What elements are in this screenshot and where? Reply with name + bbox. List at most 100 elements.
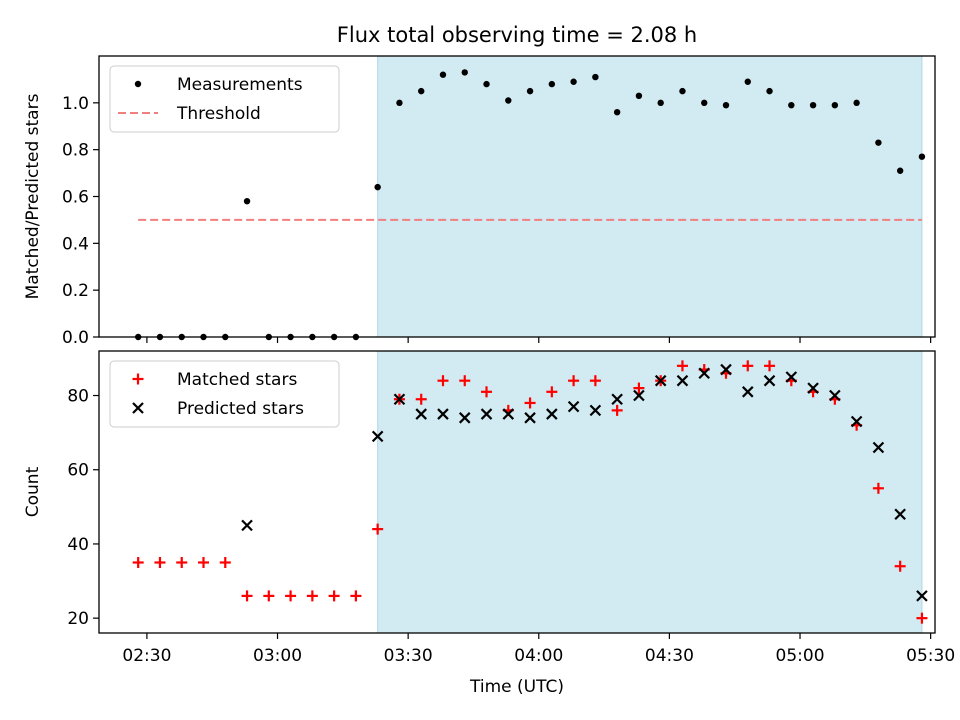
predicted-star-marker-b xyxy=(720,363,732,376)
predicted-star-marker xyxy=(850,415,863,428)
count-panel-frame xyxy=(98,350,936,634)
predicted-star-marker-b xyxy=(654,374,667,387)
count-legend: Matched stars Predicted stars xyxy=(109,360,340,428)
predicted-star-marker-b xyxy=(850,415,863,428)
predicted-star-marker xyxy=(611,393,623,406)
measurement-point xyxy=(613,109,621,116)
matched-star-marker xyxy=(633,382,645,394)
predicted-star-marker-b xyxy=(633,389,645,402)
predicted-star-marker xyxy=(241,519,253,532)
observing-interval-shade xyxy=(377,350,923,634)
count-y-axis-label: Count xyxy=(23,466,43,517)
matched-star-marker xyxy=(524,397,536,409)
matched-star-marker xyxy=(764,360,776,372)
predicted-star-marker-b xyxy=(502,408,515,420)
matched-star-marker xyxy=(176,557,188,568)
matched-star-marker xyxy=(241,590,253,602)
predicted-star-marker-b xyxy=(480,408,493,420)
x-tick-label: 04:00 xyxy=(514,646,563,666)
x-axis-label: Time (UTC) xyxy=(469,677,564,697)
predicted-star-marker xyxy=(763,374,776,387)
matched-star-marker xyxy=(198,557,209,568)
y-tick-label: 0.2 xyxy=(62,281,89,301)
predicted-star-marker xyxy=(567,400,580,413)
measurement-point xyxy=(766,87,773,95)
x-tick-label: 05:00 xyxy=(776,646,825,666)
predicted-star-marker xyxy=(872,441,885,454)
matched-star-marker xyxy=(459,375,471,387)
predicted-star-marker xyxy=(371,430,384,443)
matched-star-marker xyxy=(306,590,318,602)
ratio-panel: 0.0 0.2 0.4 0.6 0.8 1.0 Matched/Predicted sta… xyxy=(23,55,936,348)
x-tick-label: 04:30 xyxy=(645,646,694,666)
x-tick-label: 03:00 xyxy=(253,646,302,666)
predicted-star-marker-b xyxy=(393,393,406,406)
measurement-point xyxy=(918,153,926,160)
predicted-star-marker-b xyxy=(807,382,819,394)
predicted-star-marker-b xyxy=(676,374,689,387)
predicted-star-marker xyxy=(589,404,602,417)
legend-label: Matched stars xyxy=(177,370,297,390)
measurement-point xyxy=(809,101,817,109)
matched-star-marker xyxy=(546,386,558,398)
matched-star-marker xyxy=(372,523,384,535)
predicted-star-marker-b xyxy=(916,590,928,602)
measurement-point xyxy=(570,78,577,85)
predicted-star-marker xyxy=(524,412,536,424)
predicted-star-marker xyxy=(698,367,711,380)
ratio-panel-y-ticks: 0.0 0.2 0.4 0.6 0.8 1.0 xyxy=(62,94,99,348)
measurement-point xyxy=(875,139,882,146)
predicted-star-marker xyxy=(393,393,406,406)
predicted-star-marker xyxy=(829,389,841,402)
x-tick-label: 03:30 xyxy=(384,646,433,666)
predicted-star-marker xyxy=(415,408,427,420)
matched-star-marker xyxy=(611,404,623,416)
predicted-star-marker xyxy=(894,508,906,521)
matched-star-marker xyxy=(132,557,144,568)
measurement-point xyxy=(722,101,730,109)
legend-box xyxy=(109,65,340,133)
ratio-panel-x-ticks xyxy=(146,337,932,343)
predicted-star-marker-b xyxy=(437,408,449,420)
predicted-star-marker xyxy=(741,386,754,398)
predicted-star-marker xyxy=(720,363,732,376)
predicted-star-marker xyxy=(502,408,515,420)
matched-star-marker xyxy=(437,375,449,387)
matched-star-marker xyxy=(676,360,688,372)
legend-label: Measurements xyxy=(177,75,303,95)
measurement-point xyxy=(461,69,468,76)
y-tick-label: 0.4 xyxy=(62,234,89,254)
predicted-star-marker-b xyxy=(567,400,580,413)
predicted-star-marker-b xyxy=(524,412,536,424)
predicted-star-marker xyxy=(633,389,645,402)
predicted-star-marker-b xyxy=(872,441,885,454)
measurement-point xyxy=(657,99,664,107)
predicted-star-marker-b xyxy=(698,367,711,380)
legend-label: Threshold xyxy=(176,104,261,124)
predicted-star-marker xyxy=(785,371,798,383)
matched-star-marker xyxy=(415,393,427,405)
predicted-star-marker xyxy=(437,408,449,420)
predicted-star-marker xyxy=(458,412,471,424)
predicted-star-marker xyxy=(546,408,558,420)
count-panel-x-ticks: 02:30 03:00 03:30 04:00 04:30 05:00 05:30 xyxy=(122,633,955,666)
measurement-point xyxy=(526,87,534,95)
measurement-point xyxy=(548,80,556,88)
measurement-point xyxy=(483,80,490,88)
y-tick-label: 80 xyxy=(67,387,89,407)
x-tick-label: 02:30 xyxy=(122,646,171,666)
measurement-point xyxy=(831,101,839,109)
predicted-star-marker-b xyxy=(894,508,906,521)
measurement-point xyxy=(635,92,643,100)
predicted-star-marker-b xyxy=(741,386,754,398)
y-tick-label: 1.0 xyxy=(62,94,89,114)
measurement-point xyxy=(853,99,860,107)
matched-star-marker xyxy=(916,612,928,624)
predicted-star-marker xyxy=(807,382,819,394)
measurement-point xyxy=(396,99,403,107)
matched-star-marker xyxy=(219,557,231,568)
y-tick-label: 60 xyxy=(67,461,89,481)
measurement-point xyxy=(505,97,512,104)
measurement-point xyxy=(679,87,686,95)
